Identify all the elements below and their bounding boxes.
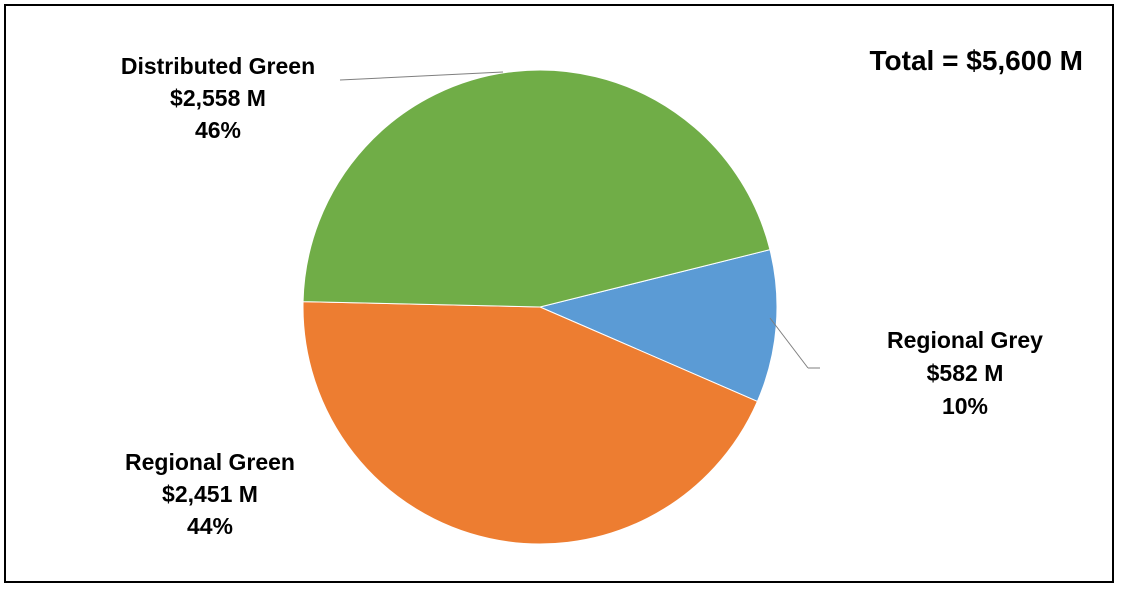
slice-label-regional-grey-amount: $582 M bbox=[927, 360, 1004, 386]
leader-line-regional-grey bbox=[769, 317, 809, 369]
slice-label-regional-grey-percent: 10% bbox=[942, 393, 988, 419]
slice-label-regional-green-amount: $2,451 M bbox=[162, 481, 258, 507]
leader-line-distributed-green bbox=[339, 71, 504, 81]
pie-slice-regional-green bbox=[302, 301, 759, 545]
pie-slice-distributed-green bbox=[302, 69, 771, 308]
slice-label-regional-green-name: Regional Green bbox=[125, 449, 295, 475]
total-label: Total = $5,600 M bbox=[870, 45, 1083, 76]
slice-label-distributed-green-amount: $2,558 M bbox=[170, 85, 266, 111]
pie-slices bbox=[302, 69, 778, 545]
slice-label-distributed-green-percent: 46% bbox=[195, 117, 241, 143]
slice-label-regional-grey-name: Regional Grey bbox=[887, 327, 1043, 353]
slice-label-regional-green-percent: 44% bbox=[187, 513, 233, 539]
slice-label-distributed-green-name: Distributed Green bbox=[121, 53, 315, 79]
